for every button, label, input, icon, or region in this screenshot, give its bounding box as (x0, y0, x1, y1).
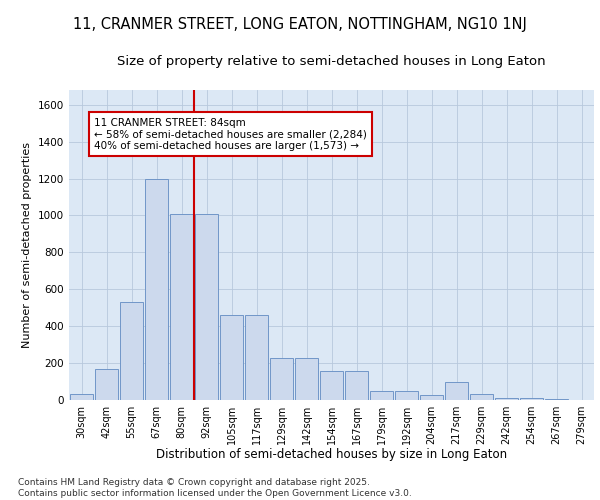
Bar (419, 396, 443, 400)
Bar (95, 368, 118, 400)
Bar (245, 315, 268, 400)
Text: Contains HM Land Registry data © Crown copyright and database right 2025.
Contai: Contains HM Land Registry data © Crown c… (18, 478, 412, 498)
Bar (194, 214, 218, 400)
Bar (395, 391, 418, 400)
Bar (545, 399, 568, 400)
X-axis label: Distribution of semi-detached houses by size in Long Eaton: Distribution of semi-detached houses by … (156, 448, 507, 462)
Bar (145, 178, 169, 400)
Bar (520, 398, 544, 400)
Bar (119, 302, 143, 400)
Text: 11, CRANMER STREET, LONG EATON, NOTTINGHAM, NG10 1NJ: 11, CRANMER STREET, LONG EATON, NOTTINGH… (73, 18, 527, 32)
Bar (370, 391, 394, 400)
Bar (494, 398, 518, 400)
Bar (320, 372, 343, 400)
Bar (70, 394, 94, 400)
Bar (170, 214, 193, 400)
Bar (295, 358, 319, 400)
Bar (220, 315, 244, 400)
Y-axis label: Number of semi-detached properties: Number of semi-detached properties (22, 142, 32, 348)
Bar (269, 358, 293, 400)
Bar (445, 382, 469, 400)
Bar (344, 372, 368, 400)
Text: 11 CRANMER STREET: 84sqm
← 58% of semi-detached houses are smaller (2,284)
40% o: 11 CRANMER STREET: 84sqm ← 58% of semi-d… (94, 118, 367, 151)
Bar (470, 394, 493, 400)
Title: Size of property relative to semi-detached houses in Long Eaton: Size of property relative to semi-detach… (117, 55, 546, 68)
